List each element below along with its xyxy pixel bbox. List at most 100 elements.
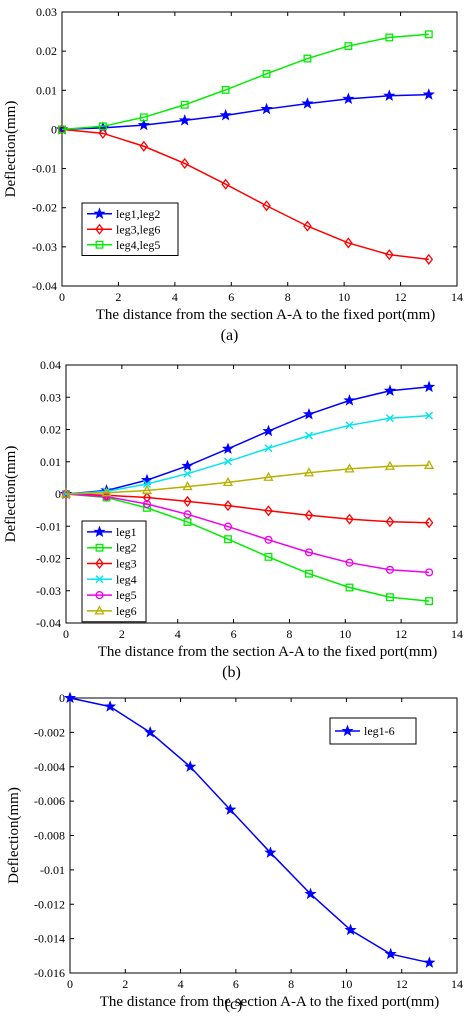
x-tick-label: 4 <box>178 977 184 991</box>
data-point <box>142 480 151 488</box>
series-line <box>61 128 429 261</box>
data-point <box>304 887 317 900</box>
chart-1: 0 2 4 6 8 10 12 14 -0.04 -0.03 -0.02 -0.01 0 0.01 0.02… <box>3 5 463 344</box>
legend-marker <box>94 605 105 615</box>
data-point <box>260 102 273 115</box>
data-point <box>425 568 434 577</box>
data-point <box>262 69 271 78</box>
series-line <box>61 93 429 131</box>
x-tick-label: 12 <box>396 977 408 991</box>
panel-caption: (b) <box>222 664 241 681</box>
x-tick-label: 10 <box>340 977 352 991</box>
data-point <box>223 522 233 531</box>
data-point <box>424 30 433 39</box>
data-point <box>63 691 77 704</box>
y-tick-label: -0.012 <box>34 897 65 911</box>
data-point <box>345 558 354 567</box>
data-point <box>303 467 315 477</box>
data-point <box>221 442 235 454</box>
data-point <box>385 33 394 42</box>
x-tick-label: 6 <box>228 290 234 304</box>
y-tick-label: -0.01 <box>32 162 57 176</box>
x-tick-label: 14 <box>451 977 463 991</box>
y-tick-label: -0.014 <box>34 932 65 946</box>
y-tick-label: -0.03 <box>36 584 61 598</box>
data-point <box>342 92 355 105</box>
data-point <box>304 548 314 557</box>
series-line <box>69 697 430 964</box>
series-leg1 <box>59 380 436 500</box>
panel-caption: (c) <box>225 996 243 1013</box>
chart-3: 0 2 4 6 8 10 12 14 -0.016 -0.014 -0.012 -0.01 -0.008… <box>6 691 463 1013</box>
data-point <box>223 457 232 466</box>
y-axis-label: Deflection(mm) <box>3 101 19 198</box>
data-point <box>221 85 230 94</box>
x-axis-label: The distance from the section A-A to the… <box>100 994 440 1010</box>
data-point <box>345 513 354 525</box>
data-point <box>424 253 434 265</box>
legend-label: leg6 <box>116 604 137 618</box>
data-point <box>304 509 314 521</box>
series-line <box>65 414 430 495</box>
x-tick-label: 10 <box>339 627 351 641</box>
x-tick-label: 12 <box>395 627 407 641</box>
data-point <box>423 956 436 968</box>
data-point <box>386 593 394 602</box>
legend-label: leg1-6 <box>364 724 395 738</box>
y-tick-label: 0 <box>55 487 61 501</box>
data-point <box>345 583 354 592</box>
x-tick-label: 2 <box>119 627 125 641</box>
data-point <box>304 431 313 440</box>
y-tick-label: -0.01 <box>40 863 65 877</box>
data-point <box>423 459 435 469</box>
data-point <box>139 113 148 122</box>
y-tick-label: -0.01 <box>36 519 61 533</box>
chart-2: 0 2 4 6 8 10 12 14 -0.04 -0.03 -0.02 -0.01 0 0.01 0.02… <box>3 358 463 681</box>
series-line <box>65 493 430 602</box>
legend-marker <box>95 543 104 552</box>
y-tick-label: 0 <box>59 691 65 705</box>
data-point <box>344 42 353 51</box>
x-tick-label: 0 <box>67 977 73 991</box>
y-tick-label: -0.02 <box>32 201 57 215</box>
data-point <box>303 54 312 63</box>
data-point <box>140 473 154 486</box>
x-tick-label: 0 <box>59 290 65 304</box>
data-point <box>182 481 193 491</box>
data-point <box>384 249 394 261</box>
legend-marker <box>93 207 106 219</box>
series-leg4,leg5 <box>58 30 433 134</box>
data-point <box>141 484 153 495</box>
data-point <box>60 488 72 498</box>
data-point <box>385 516 395 528</box>
x-tick-label: 10 <box>338 290 350 304</box>
series-leg3,leg6 <box>57 123 434 265</box>
data-point <box>385 414 394 423</box>
data-point <box>422 88 435 100</box>
data-point <box>383 384 397 396</box>
data-point <box>224 803 237 815</box>
legend-marker <box>95 575 104 584</box>
data-point <box>264 552 273 561</box>
legend-marker <box>95 557 104 570</box>
y-tick-label: -0.04 <box>32 279 57 293</box>
series-line <box>65 493 430 574</box>
legend-label: leg3 <box>116 557 137 571</box>
legend-marker <box>95 223 104 235</box>
data-point <box>302 407 316 420</box>
data-point <box>344 463 355 473</box>
x-tick-label: 2 <box>115 290 121 304</box>
data-point <box>144 726 157 738</box>
data-point <box>384 947 397 960</box>
data-point <box>181 459 194 472</box>
data-point <box>98 122 107 131</box>
data-point <box>178 114 191 126</box>
data-point <box>98 127 108 139</box>
y-tick-label: 0.01 <box>36 83 57 97</box>
data-point <box>183 518 192 527</box>
series-leg1-6 <box>63 691 436 968</box>
series-line <box>65 493 430 524</box>
y-tick-label: 0 <box>51 122 57 136</box>
